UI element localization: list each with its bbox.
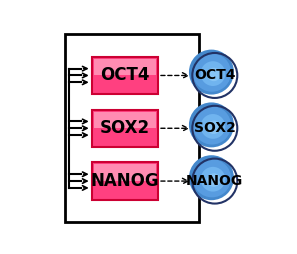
- FancyBboxPatch shape: [91, 163, 158, 200]
- Circle shape: [200, 114, 225, 139]
- Text: OCT4: OCT4: [194, 69, 236, 83]
- Circle shape: [207, 120, 221, 134]
- Circle shape: [189, 102, 234, 147]
- Circle shape: [207, 173, 221, 187]
- Text: NANOG: NANOG: [186, 174, 244, 188]
- Circle shape: [200, 61, 225, 86]
- FancyBboxPatch shape: [91, 57, 158, 94]
- Circle shape: [193, 159, 231, 197]
- FancyBboxPatch shape: [91, 110, 158, 147]
- Circle shape: [189, 155, 234, 200]
- Text: NANOG: NANOG: [91, 172, 159, 190]
- Text: SOX2: SOX2: [194, 121, 236, 135]
- Circle shape: [207, 68, 221, 81]
- FancyBboxPatch shape: [65, 34, 199, 222]
- Text: SOX2: SOX2: [100, 119, 150, 137]
- FancyBboxPatch shape: [94, 59, 156, 75]
- Text: OCT4: OCT4: [100, 67, 150, 85]
- Circle shape: [189, 50, 234, 94]
- Circle shape: [200, 167, 225, 192]
- Circle shape: [193, 54, 231, 92]
- FancyBboxPatch shape: [94, 112, 156, 128]
- Circle shape: [193, 106, 231, 145]
- FancyBboxPatch shape: [94, 164, 156, 181]
